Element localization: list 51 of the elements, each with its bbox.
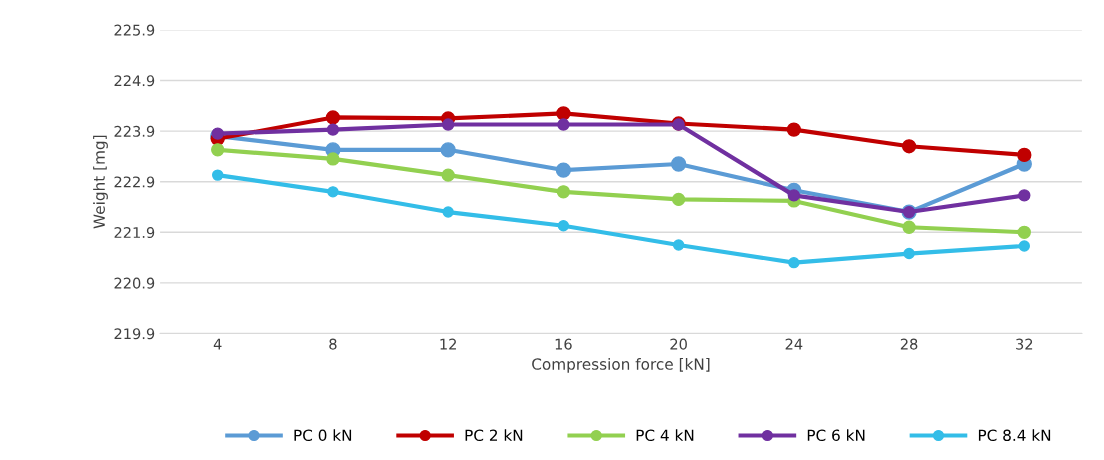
- point: [1018, 189, 1031, 202]
- point: [211, 127, 224, 140]
- x-tick-label: 8: [329, 338, 337, 350]
- legend-label: PC 4 kN: [636, 429, 694, 442]
- point: [902, 220, 916, 234]
- y-tick-label: 219.9: [114, 328, 155, 340]
- x-tick-label: 16: [555, 338, 572, 350]
- point: [440, 142, 456, 158]
- x-tick-label: 12: [440, 338, 456, 350]
- legend-label: PC 8.4 kN: [978, 429, 1051, 442]
- x-tick-label: 20: [670, 338, 687, 350]
- point: [903, 247, 915, 260]
- point: [326, 152, 340, 166]
- y-tick-label: 225.9: [114, 24, 155, 36]
- x-tick-label: 32: [1016, 338, 1033, 350]
- point: [671, 192, 686, 207]
- y-tick-label: 224.9: [114, 75, 155, 87]
- legend-label: PC 6 kN: [807, 429, 865, 442]
- x-tick-label: 4: [213, 338, 222, 350]
- x-tick-label: 28: [900, 338, 918, 350]
- point: [901, 139, 917, 154]
- y-tick-label: 220.9: [114, 277, 155, 289]
- point: [672, 239, 685, 251]
- point: [786, 122, 801, 137]
- point: [556, 185, 571, 199]
- point: [326, 123, 340, 136]
- point: [557, 118, 570, 131]
- point: [211, 143, 225, 157]
- point: [670, 156, 687, 172]
- point: [787, 189, 801, 202]
- point: [211, 169, 224, 181]
- point: [1017, 147, 1032, 163]
- point: [556, 106, 571, 121]
- y-tick-label: 222.9: [114, 176, 155, 188]
- x-axis-title: Compression force [kN]: [532, 358, 710, 373]
- point: [327, 186, 339, 198]
- y-tick-label: 223.9: [114, 125, 155, 137]
- point: [1018, 240, 1031, 252]
- y-axis-title: Weight [mg]: [93, 135, 108, 229]
- point: [441, 118, 455, 131]
- point: [557, 220, 570, 232]
- point: [441, 168, 455, 182]
- point: [555, 162, 572, 178]
- point: [1017, 225, 1031, 239]
- point: [442, 206, 454, 218]
- legend-label: PC 0 kN: [294, 429, 352, 442]
- y-tick-label: 221.9: [114, 227, 155, 239]
- point: [788, 256, 800, 269]
- point: [325, 110, 341, 125]
- legend-label: PC 2 kN: [465, 429, 523, 442]
- x-tick-label: 24: [785, 338, 803, 350]
